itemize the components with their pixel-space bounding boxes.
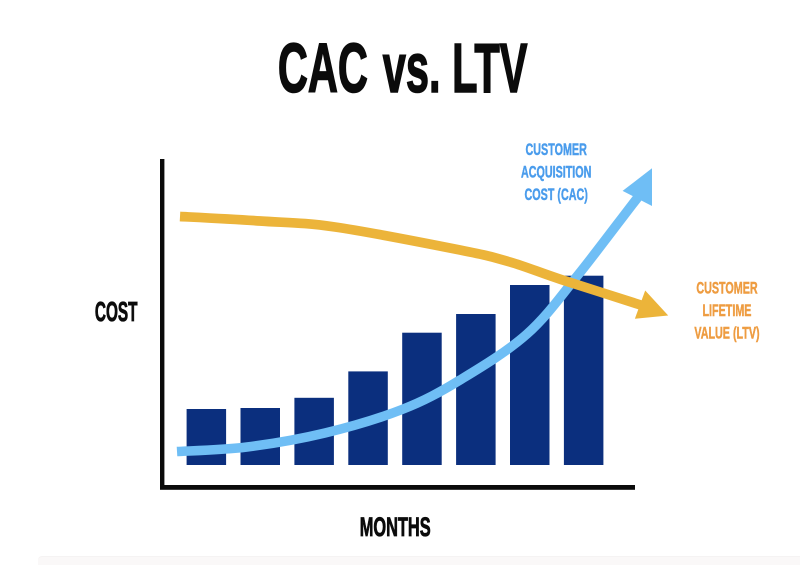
svg-text:LTV: LTV <box>452 30 527 108</box>
svg-text:LIFETIME: LIFETIME <box>703 302 752 320</box>
svg-text:CAC: CAC <box>278 30 368 108</box>
svg-text:CUSTOMER: CUSTOMER <box>696 279 757 297</box>
svg-text:COST: COST <box>95 296 138 327</box>
svg-text:CUSTOMER: CUSTOMER <box>526 141 587 159</box>
svg-text:COST (CAC): COST (CAC) <box>525 186 588 204</box>
svg-text:ACQUISITION: ACQUISITION <box>521 163 591 181</box>
svg-text:vs.: vs. <box>383 30 441 108</box>
svg-text:VALUE (LTV): VALUE (LTV) <box>694 324 759 342</box>
svg-text:MONTHS: MONTHS <box>360 512 431 542</box>
